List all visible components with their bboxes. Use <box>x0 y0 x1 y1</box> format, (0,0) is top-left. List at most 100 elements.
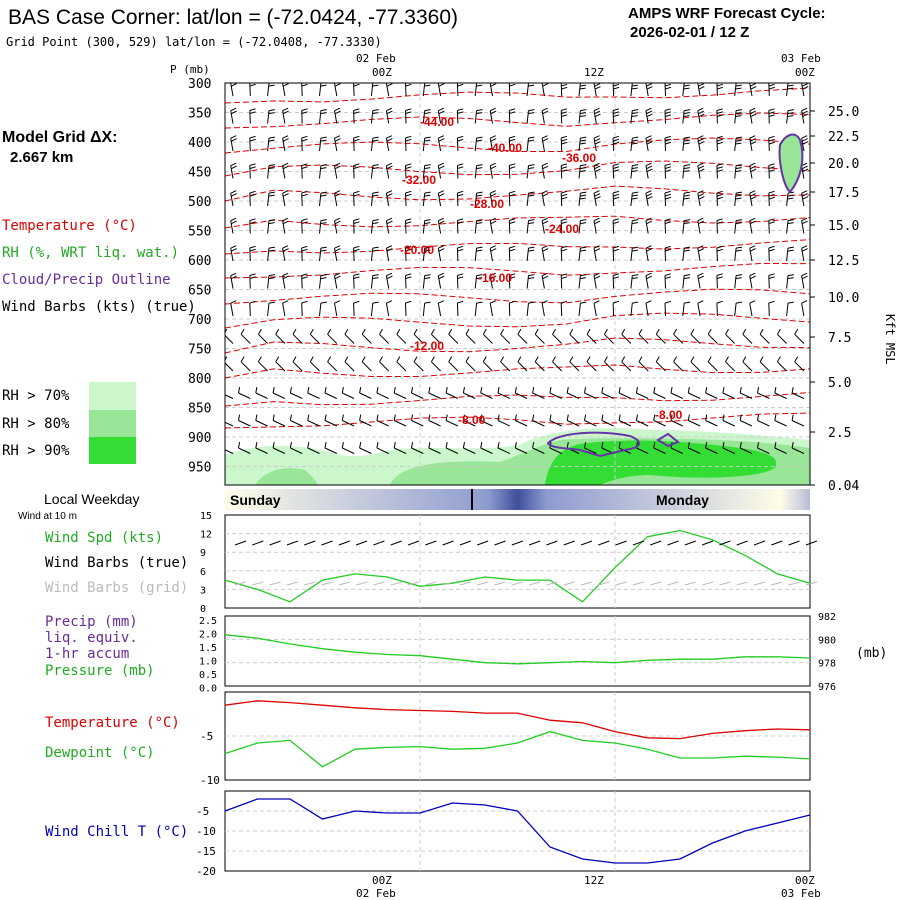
wind-barb-flag <box>698 165 705 170</box>
wind-barb <box>342 447 355 454</box>
bottom-hour-2: 12Z <box>584 874 604 887</box>
wind-barb <box>734 83 737 97</box>
wind-barb-flag <box>528 191 535 194</box>
wind-barb-flag <box>497 387 500 394</box>
wind-barb-flag <box>238 442 241 449</box>
wind-barb-flag <box>716 163 723 166</box>
wind-barb <box>385 275 390 289</box>
wind-barb <box>682 138 685 152</box>
surface-wind-barb <box>338 540 350 546</box>
wind-barb <box>515 420 528 427</box>
wind-barb <box>282 83 286 97</box>
wind-barb-flag <box>759 328 764 335</box>
wind-barb-flag <box>489 217 496 222</box>
grid-wind-barb <box>650 581 662 586</box>
wind-barb-flag <box>579 84 587 87</box>
wind-barb <box>376 420 389 427</box>
wind-barb-flag <box>320 194 327 197</box>
wind-barb-flag <box>716 245 723 249</box>
wind-barb-flag <box>528 136 535 139</box>
wind-barb <box>697 138 701 152</box>
wind-barb <box>361 361 372 372</box>
wind-barb-flag <box>405 111 412 114</box>
wind-barb <box>249 165 251 179</box>
wind-barb <box>272 392 286 399</box>
wind-barb-flag <box>621 356 626 363</box>
wind-barb-flag <box>612 163 620 166</box>
wind-barb <box>474 138 478 152</box>
wind-barb <box>334 83 338 97</box>
model-grid-label: Model Grid ΔX: <box>2 129 118 146</box>
wind-barb-flag <box>716 83 723 87</box>
wind-barb-flag <box>705 442 708 449</box>
pressure-unit: (mb) <box>856 646 887 661</box>
wind-barb-flag <box>801 165 808 170</box>
wind-barb-flag <box>787 191 794 194</box>
surface-wind-barb <box>442 540 454 546</box>
wind-barb-flag <box>735 115 742 117</box>
wind-barb-flag <box>736 246 743 249</box>
surface-wind-barb <box>234 540 247 546</box>
wind-barb-flag <box>698 220 705 225</box>
wind-barb-flag <box>438 135 445 139</box>
wind-barb-flag <box>353 218 360 221</box>
windchill-tick-label: -5 <box>196 805 209 818</box>
wind-barb-flag <box>684 301 691 304</box>
wind-barb-flag <box>613 276 620 279</box>
wind-barb-flag <box>646 141 653 145</box>
wind-barb-flag <box>579 197 586 200</box>
wind-barb-flag <box>509 163 516 166</box>
wind-barb-flag <box>282 162 289 167</box>
wind-barb <box>578 303 581 317</box>
wind-barb-flag <box>613 114 620 117</box>
wind-barb-flag <box>552 356 556 363</box>
wind-barb-flag <box>476 112 483 115</box>
wind-barb <box>319 165 322 179</box>
wind-barb-flag <box>612 300 620 304</box>
wind-barb-flag <box>320 222 327 225</box>
wind-barb-flag <box>438 300 445 304</box>
wind-barb-flag <box>230 190 237 194</box>
wind-barb-flag <box>749 272 756 277</box>
model-grid-value: 2.667 km <box>10 149 73 166</box>
wind-barb-flag <box>282 193 289 197</box>
wind-barb-flag <box>372 274 379 277</box>
wind-barb <box>716 83 718 97</box>
wind-barb <box>791 420 805 427</box>
surface-wind-barb <box>528 540 541 546</box>
wind-barb-flag <box>476 167 483 170</box>
wind-barb-flag <box>528 109 535 112</box>
wind-barb-flag <box>736 219 743 222</box>
wind-barb-flag <box>424 136 431 139</box>
wind-barb-flag <box>594 141 601 145</box>
wind-barb <box>630 165 633 179</box>
precip-tick-label: 2.5 <box>199 616 217 627</box>
wind-barb-flag <box>787 277 794 280</box>
height-tick-label: 12.5 <box>828 254 859 269</box>
wind-barb-flag <box>561 138 568 142</box>
wind-barb-flag <box>787 301 794 304</box>
wind-barb <box>526 138 529 152</box>
wind-barb <box>353 220 355 234</box>
windchill-panel-content: -5 -10 -15 -20 <box>196 791 811 878</box>
wind-barb-flag <box>379 328 383 335</box>
wind-barb <box>327 333 338 344</box>
wind-barb-flag <box>255 414 258 421</box>
wind-barb-flag <box>334 107 341 112</box>
cycle-value: 2026-02-01 / 12 Z <box>630 24 749 41</box>
wind-barb <box>437 193 442 207</box>
wind-barb <box>801 138 805 152</box>
wind-barb-flag <box>618 442 621 449</box>
wind-barb-flag <box>424 249 431 252</box>
wind-barb <box>757 392 770 399</box>
wind-barb <box>645 110 649 124</box>
wind-barb-flag <box>249 163 256 166</box>
surface-wind-barb <box>252 540 264 546</box>
wind-barb <box>697 248 701 262</box>
wind-barb <box>645 303 649 317</box>
wind-barb-flag <box>320 84 327 87</box>
wind-barb <box>739 447 753 454</box>
wind-barb <box>742 333 753 344</box>
wind-barb-flag <box>372 219 379 222</box>
wind-barb <box>282 138 286 152</box>
